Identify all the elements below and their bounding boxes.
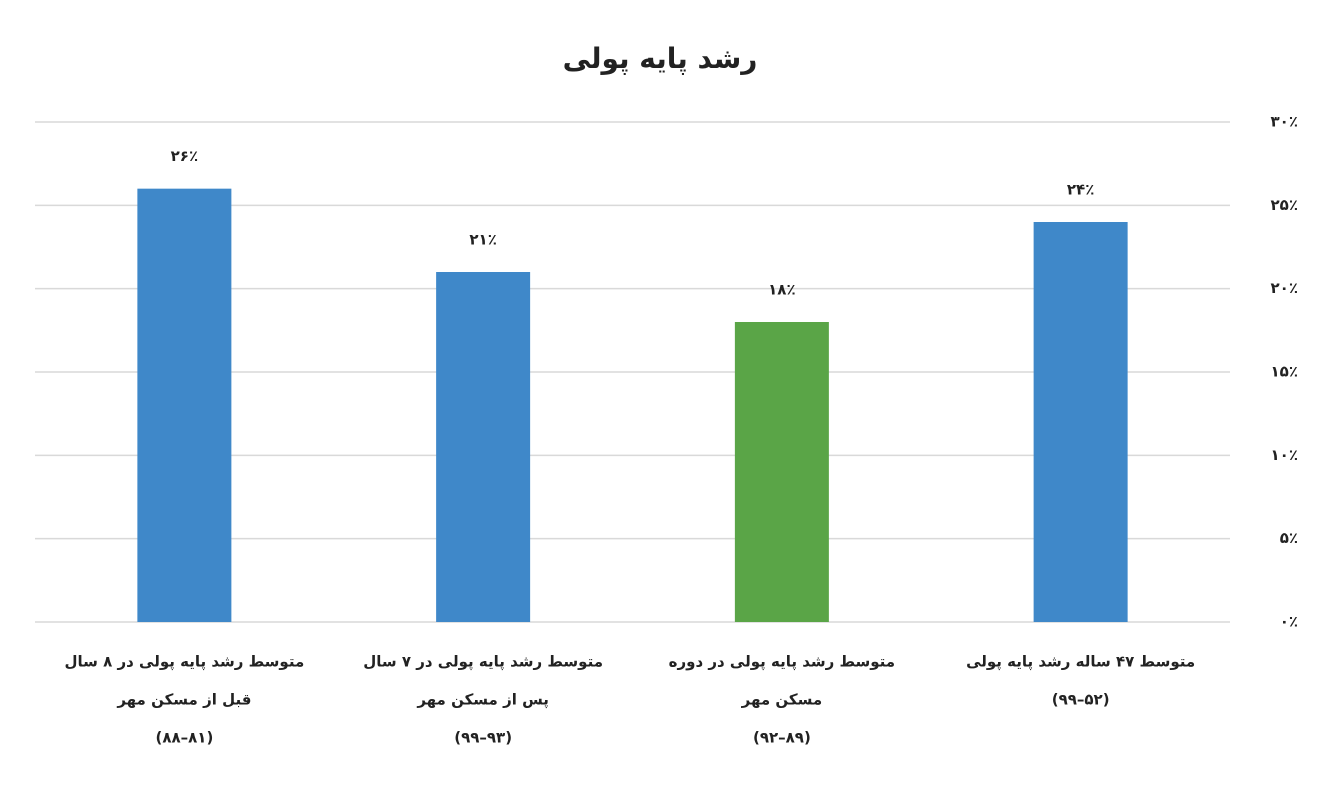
y-tick-label: ۵٪ xyxy=(1280,529,1298,547)
x-tick-label: (۹۳–۹۹) xyxy=(454,729,512,747)
data-label: ۲۴٪ xyxy=(1067,181,1094,199)
data-label: ۲۶٪ xyxy=(171,147,198,165)
y-tick-label: ۰٪ xyxy=(1280,613,1298,631)
y-tick-label: ۱۰٪ xyxy=(1271,446,1298,464)
x-tick-label: متوسط رشد پایه پولی در ۸ سال xyxy=(65,653,305,672)
x-tick-label: متوسط ۴۷ ساله رشد پایه پولی xyxy=(966,653,1195,672)
x-tick-label: پس از مسکن مهر xyxy=(416,691,549,710)
x-tick-label: قبل از مسکن مهر xyxy=(116,691,251,709)
chart-title: رشد پایه پولی xyxy=(563,42,758,75)
y-tick-label: ۲۰٪ xyxy=(1271,279,1298,297)
data-label: ۲۱٪ xyxy=(469,231,496,249)
x-tick-label: متوسط رشد پایه پولی در دوره xyxy=(669,653,895,672)
bar xyxy=(137,188,232,622)
x-tick-label: (۸۱–۸۸) xyxy=(155,729,213,747)
bar xyxy=(734,322,829,622)
x-tick-label: (۸۹–۹۲) xyxy=(753,729,811,747)
bar xyxy=(1033,222,1128,622)
bar xyxy=(436,272,531,622)
x-tick-label: (۵۲–۹۹) xyxy=(1052,691,1110,709)
x-tick-label: مسکن مهر xyxy=(741,691,823,709)
y-tick-label: ۲۵٪ xyxy=(1271,196,1298,214)
y-tick-label: ۱۵٪ xyxy=(1271,363,1298,381)
y-tick-label: ۳۰٪ xyxy=(1271,113,1298,131)
x-tick-label: متوسط رشد پایه پولی در ۷ سال xyxy=(363,653,603,672)
data-label: ۱۸٪ xyxy=(768,281,795,299)
